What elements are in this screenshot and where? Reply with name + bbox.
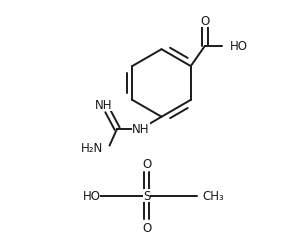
Text: S: S	[143, 189, 150, 202]
Text: O: O	[142, 158, 151, 170]
Text: O: O	[142, 221, 151, 234]
Text: HO: HO	[82, 189, 100, 202]
Text: NH: NH	[95, 99, 113, 112]
Text: H₂N: H₂N	[81, 141, 103, 154]
Text: CH₃: CH₃	[203, 189, 224, 202]
Text: HO: HO	[230, 40, 248, 53]
Text: O: O	[200, 15, 209, 28]
Text: NH: NH	[132, 123, 150, 136]
